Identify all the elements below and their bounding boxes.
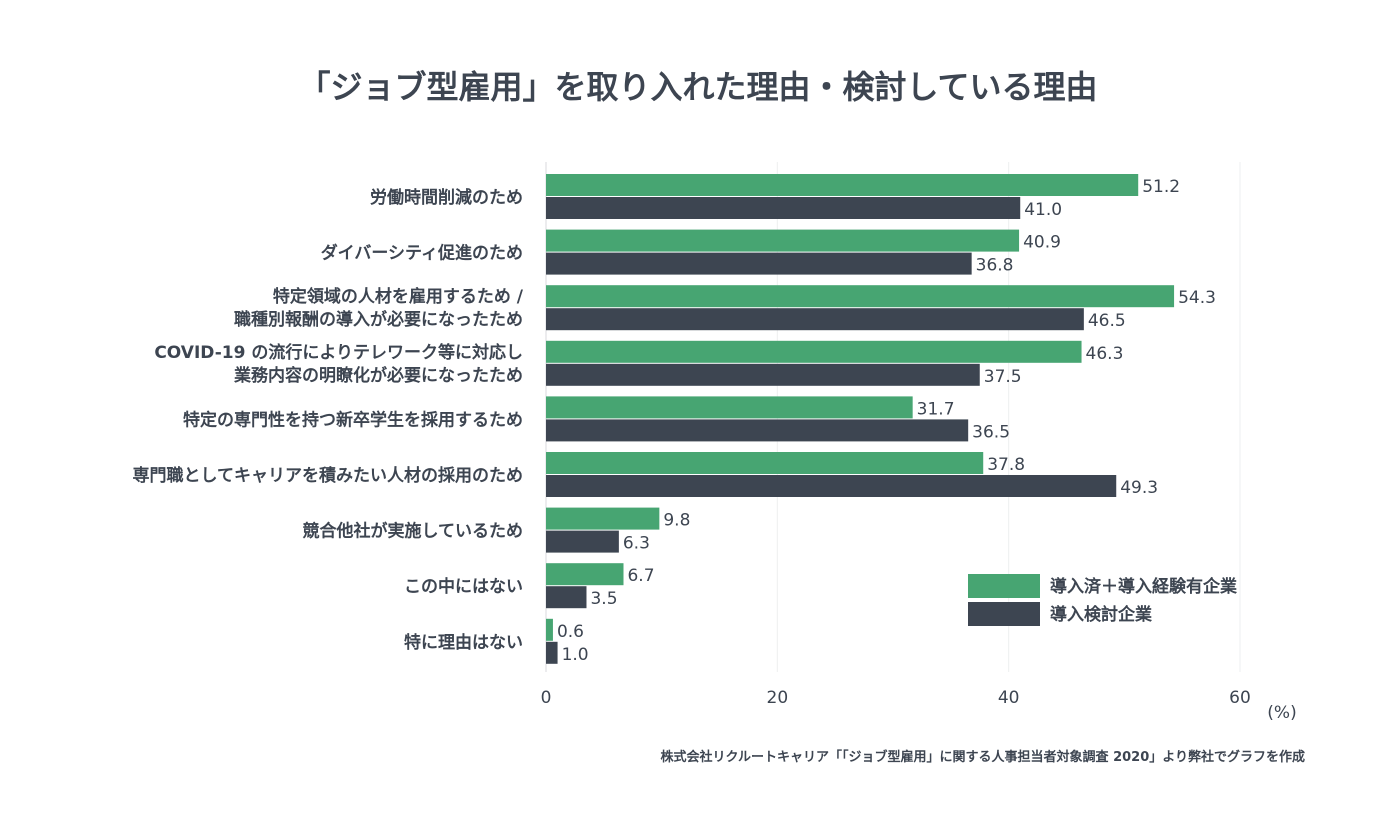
bar-1 — [546, 586, 587, 609]
category-label: 特定領域の人材を雇用するため / — [273, 286, 524, 307]
data-label: 6.3 — [623, 534, 650, 554]
legend-swatch-1 — [968, 602, 1040, 626]
bar-0 — [546, 507, 660, 530]
data-label: 31.7 — [917, 399, 955, 419]
bar-0 — [546, 174, 1139, 196]
bar-0 — [546, 285, 1175, 308]
bar-0 — [546, 229, 1020, 252]
x-unit-label: (%) — [1267, 703, 1296, 723]
data-label: 36.8 — [976, 256, 1014, 276]
category-label: 専門職としてキャリアを積みたい人材の採用のため — [133, 465, 524, 486]
bar-0 — [546, 452, 984, 474]
data-label: 36.5 — [972, 422, 1010, 442]
category-label: 競合他社が実施しているため — [303, 521, 524, 542]
bar-1 — [546, 252, 972, 275]
data-label: 46.5 — [1088, 311, 1126, 331]
x-tick-label: 0 — [541, 688, 552, 708]
bar-0 — [546, 396, 913, 419]
data-label: 9.8 — [663, 511, 690, 531]
legend-label-0: 導入済＋導入経験有企業 — [1050, 576, 1237, 597]
bar-1 — [546, 419, 969, 442]
data-label: 6.7 — [627, 566, 654, 586]
data-label: 1.0 — [562, 645, 589, 665]
bar-1 — [546, 530, 619, 553]
data-label: 49.3 — [1120, 478, 1158, 498]
bar-0 — [546, 563, 624, 586]
data-label: 37.8 — [987, 455, 1025, 475]
data-label: 41.0 — [1024, 200, 1062, 220]
data-label: 54.3 — [1178, 288, 1216, 308]
data-label: 3.5 — [590, 589, 617, 609]
category-label: 業務内容の明瞭化が必要になったため — [234, 365, 523, 386]
category-label: 特に理由はない — [404, 632, 523, 653]
data-label: 37.5 — [984, 367, 1022, 387]
legend: 導入済＋導入経験有企業 導入検討企業 — [968, 574, 1237, 626]
category-label: 職種別報酬の導入が必要になったため — [234, 309, 523, 330]
source-note: 株式会社リクルートキャリア「「ジョブ型雇用」に関する人事担当者対象調査 2020… — [660, 749, 1305, 765]
bar-0 — [546, 618, 553, 641]
data-label: 51.2 — [1142, 177, 1180, 197]
bar-1 — [546, 197, 1021, 219]
category-label: 特定の専門性を持つ新卒学生を採用するため — [183, 409, 523, 430]
data-label: 0.6 — [557, 622, 584, 642]
x-tick-label: 20 — [767, 688, 789, 708]
x-tick-label: 60 — [1229, 688, 1251, 708]
bar-1 — [546, 363, 980, 386]
category-label: この中にはない — [404, 576, 523, 597]
chart-title: 「ジョブ型雇用」を取り入れた理由・検討している理由 — [298, 68, 1097, 106]
x-tick-label: 40 — [998, 688, 1020, 708]
category-label: COVID-19 の流行によりテレワーク等に対応し — [154, 342, 523, 363]
bar-1 — [546, 475, 1117, 497]
legend-label-1: 導入検討企業 — [1050, 604, 1152, 625]
category-label: ダイバーシティ促進のため — [321, 243, 523, 264]
data-label: 40.9 — [1023, 233, 1061, 253]
legend-swatch-0 — [968, 574, 1040, 598]
bar-1 — [546, 308, 1084, 331]
category-label: 労働時間削減のため — [370, 187, 523, 208]
bar-1 — [546, 641, 558, 664]
bar-0 — [546, 340, 1082, 363]
data-label: 46.3 — [1086, 344, 1124, 364]
